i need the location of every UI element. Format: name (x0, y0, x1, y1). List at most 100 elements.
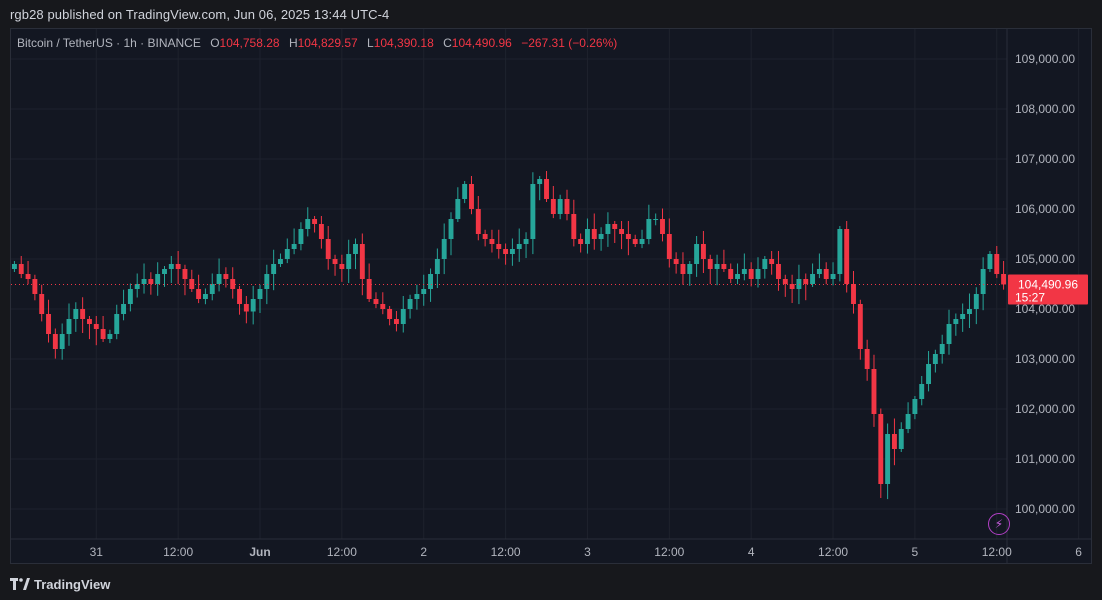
candle-body (578, 239, 584, 244)
candle-body (86, 319, 92, 324)
lightning-bolt-icon[interactable]: ⚡ (988, 513, 1010, 535)
brand-name: TradingView (34, 576, 111, 592)
change-value: −267.31 (−0.26%) (521, 36, 618, 50)
candle-body (612, 224, 618, 229)
candle-body (755, 269, 761, 279)
chart-panel[interactable]: 100,000.00 101,000.00 102,000.00 103,000.00… (10, 28, 1092, 564)
candle-body (810, 274, 816, 284)
candle-body (967, 309, 972, 314)
candle-body (898, 429, 904, 449)
high-value: 104,829.57 (297, 36, 358, 50)
y-tick-label: 106,000.00 (1015, 202, 1075, 216)
candle-body (571, 214, 577, 239)
candle-body (11, 264, 17, 269)
x-tick-label: 12:00 (818, 545, 848, 559)
candle-body (284, 249, 290, 259)
candle-body (421, 289, 427, 294)
candle-body (462, 184, 468, 199)
candle-body (469, 184, 474, 209)
candle-body (680, 264, 686, 274)
candle-body (939, 344, 945, 354)
candle-body (182, 269, 188, 279)
candle-body (148, 279, 154, 284)
candle-body (393, 319, 399, 324)
candle-body (666, 234, 672, 259)
candle-body (741, 269, 747, 274)
candle-body (32, 279, 38, 294)
candle-body (516, 244, 522, 249)
candle-body (891, 434, 897, 449)
tradingview-brand[interactable]: TradingView (10, 575, 110, 593)
y-tick-label: 104,000.00 (1015, 302, 1075, 316)
candle-body (482, 234, 488, 239)
candle-body (271, 264, 277, 274)
candle-body (387, 309, 393, 319)
y-tick-label: 105,000.00 (1015, 252, 1075, 266)
candle-body (1001, 274, 1007, 285)
candle-body (114, 314, 120, 334)
candle-body (735, 274, 740, 279)
candle-body (530, 184, 536, 239)
candle-body (100, 329, 106, 339)
candle-body (591, 229, 597, 239)
candle-body (564, 199, 570, 214)
x-tick-label: 6 (1075, 545, 1082, 559)
candle-body (428, 274, 434, 289)
candle-body (162, 269, 167, 274)
tradingview-logo-icon (10, 578, 30, 590)
candle-body (209, 284, 215, 294)
candle-body (196, 289, 202, 299)
candle-body (550, 199, 556, 214)
low-label: L (367, 36, 374, 50)
candle-body (332, 259, 338, 264)
candle-body (250, 299, 256, 312)
candle-body (932, 354, 938, 364)
candle-body (305, 219, 311, 229)
open-value: 104,758.28 (219, 36, 280, 50)
x-tick-label: 2 (420, 545, 427, 559)
candle-body (687, 264, 693, 274)
ohlc-legend: Bitcoin / TetherUS · 1h · BINANCE O104,7… (17, 36, 617, 50)
bar-countdown: 15:27 (1015, 290, 1045, 304)
candle-body (926, 364, 932, 384)
candle-body (134, 284, 140, 289)
candle-body (632, 239, 638, 244)
y-tick-label: 109,000.00 (1015, 52, 1075, 66)
candle-body (721, 264, 727, 269)
candle-body (584, 229, 590, 244)
candle-body (25, 274, 31, 279)
candle-body (346, 254, 352, 269)
candle-body (728, 269, 734, 279)
candle-body (823, 269, 829, 279)
y-tick-label: 101,000.00 (1015, 452, 1075, 466)
candle-body (93, 324, 99, 329)
high-label: H (288, 36, 298, 50)
candle-body (80, 309, 86, 319)
candle-body (537, 179, 543, 184)
candle-body (264, 274, 270, 289)
candle-body (230, 279, 236, 289)
low-value: 104,390.18 (373, 36, 434, 50)
close-value: 104,490.96 (451, 36, 512, 50)
candle-body (475, 209, 481, 234)
candle-body (59, 334, 65, 349)
candle-body (803, 279, 809, 284)
candle-body (407, 299, 413, 309)
x-tick-label: 12:00 (982, 545, 1012, 559)
candle-body (257, 289, 263, 299)
candle-body (598, 234, 604, 239)
x-tick-label: 12:00 (654, 545, 684, 559)
y-tick-label: 103,000.00 (1015, 352, 1075, 366)
candle-body (912, 399, 918, 414)
candle-body (878, 414, 884, 484)
y-tick-label: 102,000.00 (1015, 402, 1075, 416)
candle-body (489, 239, 495, 244)
candle-body (769, 259, 775, 264)
candle-body (660, 219, 665, 234)
candle-body (625, 234, 631, 239)
candle-body (953, 319, 959, 324)
candle-body (223, 274, 229, 279)
candle-body (748, 269, 754, 279)
candle-body (380, 304, 386, 309)
candlestick-chart[interactable]: 100,000.00 101,000.00 102,000.00 103,000.00… (11, 29, 1091, 563)
